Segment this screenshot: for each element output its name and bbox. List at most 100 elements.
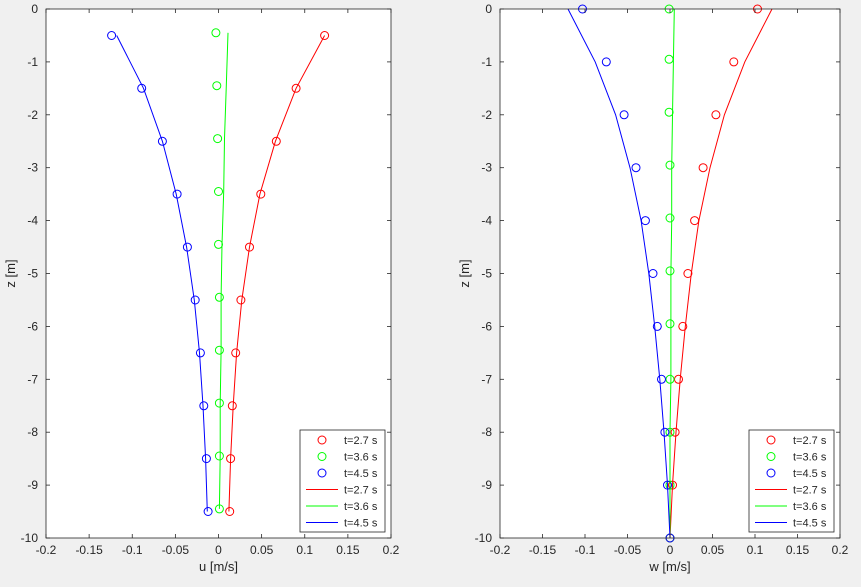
data-point: [245, 242, 254, 252]
data-point: [652, 321, 662, 331]
legend-label: t=3.6 s: [344, 501, 378, 513]
data-point: [227, 401, 237, 411]
legend-marker-swatch: [766, 468, 776, 478]
y-tick-label: -2: [481, 108, 492, 122]
data-point: [211, 28, 221, 38]
series-line: [116, 35, 208, 512]
legend-entry: t=2.7 s: [317, 435, 378, 447]
data-point: [201, 454, 211, 464]
y-tick-label: -7: [481, 372, 492, 386]
data-point: [157, 136, 167, 146]
legend-label: t=4.5 s: [344, 468, 378, 480]
y-tick-label: -6: [481, 319, 492, 333]
data-point: [291, 83, 301, 93]
y-tick-label: -5: [481, 267, 492, 281]
series-line: [669, 8, 675, 538]
y-tick-label: -9: [481, 478, 492, 492]
series-6-line: [567, 8, 671, 539]
y-tick-label: -10: [21, 531, 39, 545]
data-point: [698, 163, 708, 173]
legend-entry: t=4.5 s: [306, 518, 378, 530]
y-tick-label: -3: [481, 161, 492, 175]
data-point: [711, 110, 721, 120]
series-line: [669, 8, 773, 539]
y-tick-label: -1: [27, 55, 38, 69]
legend-entry: t=2.7 s: [766, 435, 827, 447]
legend-marker-swatch: [766, 452, 776, 461]
legend-label: t=3.6 s: [344, 452, 378, 464]
legend-box: [299, 429, 386, 533]
y-tick-label: 0: [31, 2, 38, 16]
data-point: [683, 269, 693, 278]
data-point: [631, 163, 641, 173]
data-point: [213, 134, 223, 144]
legend-label: t=3.6 s: [793, 452, 827, 464]
series-6-line: [116, 35, 208, 512]
y-tick-label: -8: [481, 425, 492, 439]
plot-2: -0.2 -0.15 -0.1 -0.05 0 0.05 0.1 0.15 0.2 0 -1 -2 -3…: [457, 2, 849, 574]
y-tick-label: -3: [27, 161, 38, 175]
data-point: [214, 345, 224, 355]
legend-label: t=4.5 s: [793, 468, 827, 480]
series-1-markers: [225, 31, 330, 516]
x-tick-label: 0: [667, 543, 674, 557]
data-point: [601, 57, 611, 67]
legend-entry: t=2.7 s: [306, 485, 378, 497]
series-line: [228, 35, 326, 512]
x-tick-label: 0.05: [701, 543, 725, 557]
y-tick-label: 0: [485, 2, 492, 16]
legend-entry: t=3.6 s: [306, 501, 378, 513]
data-point: [320, 31, 330, 40]
data-point: [665, 213, 675, 223]
legend-entry: t=2.7 s: [755, 485, 827, 497]
legend-marker-swatch: [317, 452, 327, 461]
x-tick-label: 0.15: [336, 543, 360, 557]
x-axis-label: w [m/s]: [648, 559, 690, 574]
data-point: [665, 160, 675, 170]
y-tick-label: -5: [27, 267, 38, 281]
data-point: [236, 295, 246, 305]
data-point: [214, 451, 224, 461]
x-tick-label: 0.15: [786, 543, 810, 557]
data-point: [214, 398, 224, 408]
data-point: [678, 321, 688, 331]
data-point: [107, 31, 117, 40]
x-tick-label: -0.05: [162, 543, 190, 557]
x-tick-label: -0.15: [75, 543, 103, 557]
data-point: [664, 107, 674, 117]
x-tick-label: -0.1: [122, 543, 143, 557]
data-point: [670, 427, 680, 437]
legend-entry: t=4.5 s: [766, 468, 827, 480]
x-axis-label: u [m/s]: [199, 559, 238, 574]
x-tick-label: 0.1: [747, 543, 764, 557]
data-point: [657, 374, 666, 384]
legend: t=2.7 s t=3.6 s t=4.5 s t=2.7 s t=3.6 s t=4.5…: [299, 429, 386, 533]
data-point: [619, 110, 629, 120]
data-point: [199, 401, 209, 411]
data-point: [214, 187, 223, 196]
series-line: [567, 8, 671, 539]
data-point: [271, 136, 281, 146]
x-tick-label: -0.2: [490, 543, 511, 557]
series-4-line: [228, 35, 326, 512]
legend-label: t=4.5 s: [793, 518, 827, 530]
series-2-markers: [211, 28, 224, 514]
y-axis-label: z [m]: [3, 259, 18, 287]
data-point: [203, 507, 213, 516]
y-tick-label: -4: [481, 214, 492, 228]
x-tick-label: 0.05: [250, 543, 274, 557]
legend: t=2.7 s t=3.6 s t=4.5 s t=2.7 s t=3.6 s t=4.5…: [748, 429, 835, 533]
series-4-line: [669, 8, 773, 539]
series-5-line: [218, 32, 229, 509]
y-tick-label: -4: [27, 214, 38, 228]
y-tick-label: -8: [27, 425, 38, 439]
plot-1: -0.2 -0.15 -0.1 -0.05 0 0.05 0.1 0.15 0.2 0 -1 -2 -3…: [3, 2, 400, 574]
series-line: [218, 32, 229, 509]
x-tick-label: -0.15: [529, 543, 557, 557]
legend-label: t=3.6 s: [793, 501, 827, 513]
data-point: [195, 348, 205, 358]
legend-entry: t=3.6 s: [766, 452, 827, 464]
legend-label: t=4.5 s: [344, 518, 378, 530]
data-point: [225, 507, 235, 516]
